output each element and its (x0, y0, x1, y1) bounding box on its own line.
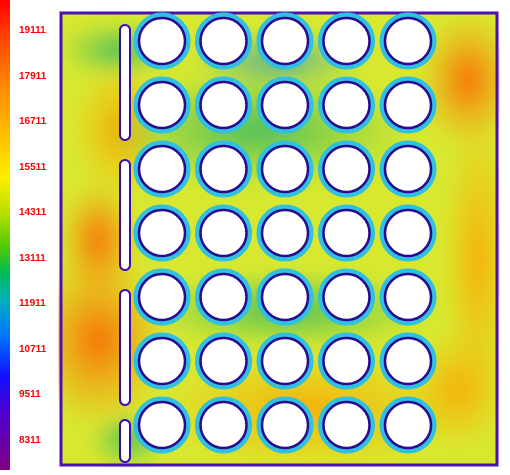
hole-halo (379, 204, 437, 262)
colorbar-tick-label: 13111 (19, 252, 46, 264)
hole (137, 208, 187, 258)
colorbar-tick-label: 11911 (19, 298, 46, 309)
colorbar-tick-label: 10711 (19, 343, 47, 355)
hole (260, 272, 310, 322)
hole (199, 144, 248, 194)
hole (199, 336, 248, 386)
slot (119, 24, 131, 141)
hole (199, 400, 248, 450)
hole (260, 336, 310, 386)
hole-halo (318, 140, 375, 198)
hole (383, 400, 433, 450)
colorbar-tick-label: 17911 (19, 70, 47, 82)
hole-halo (256, 268, 314, 326)
hole-halo (318, 204, 375, 262)
hole (260, 80, 310, 130)
hole-halo (379, 332, 437, 390)
hole (383, 272, 433, 322)
hole-halo (256, 140, 314, 198)
colorbar-tick-label: 8311 (19, 434, 41, 446)
slot (119, 289, 131, 406)
hole-halo (195, 268, 252, 326)
hole (260, 208, 310, 258)
plate-border (59, 11, 499, 467)
hole (199, 208, 248, 258)
hole (199, 80, 248, 130)
hole-halo (133, 140, 191, 198)
hole (322, 272, 371, 322)
hole (137, 272, 187, 322)
cooling-slots (119, 24, 131, 463)
hole (383, 208, 433, 258)
hole-halo (133, 332, 191, 390)
hole (137, 80, 187, 130)
hole (137, 144, 187, 194)
hole-halo (318, 268, 375, 326)
hole-halo (195, 140, 252, 198)
hole-halo (256, 396, 314, 454)
hole-halo (195, 396, 252, 454)
colorbar-tick-label: 15511 (19, 161, 47, 173)
thermal-field-plot (58, 10, 500, 468)
hole (260, 16, 310, 66)
hole (137, 16, 187, 66)
hole (322, 80, 371, 130)
hole-halo (133, 76, 191, 134)
hole-halo (318, 12, 375, 70)
hole-halo (195, 12, 252, 70)
hole-halo (318, 76, 375, 134)
slot (119, 159, 131, 271)
hole-halo (195, 76, 252, 134)
hole-halo (256, 76, 314, 134)
hole (260, 144, 310, 194)
hole-halo (318, 332, 375, 390)
hole-halo (318, 396, 375, 454)
hole (199, 272, 248, 322)
colorbar-tick-label: 19111 (19, 25, 46, 36)
colorbar-gradient (0, 0, 10, 470)
hole-halo (133, 204, 191, 262)
hole (260, 400, 310, 450)
hole-halo (256, 204, 314, 262)
hole-halo (133, 396, 191, 454)
hole (322, 400, 371, 450)
hole (322, 144, 371, 194)
hole (383, 80, 433, 130)
hole (137, 336, 187, 386)
colorbar-tick-label: 14311 (19, 207, 47, 218)
hole-halo (133, 268, 191, 326)
hole-halo (379, 12, 437, 70)
hole (137, 400, 187, 450)
hole (322, 336, 371, 386)
hole-grid (133, 12, 437, 454)
hole-halo (256, 332, 314, 390)
hole-halo (195, 204, 252, 262)
hole-halo (256, 12, 314, 70)
temperature-region (58, 180, 138, 300)
hole-halo (195, 332, 252, 390)
hole-halo (379, 140, 437, 198)
colorbar-tick-label: 9511 (19, 389, 41, 400)
hole (322, 16, 371, 66)
hole-halo (379, 76, 437, 134)
hole (383, 144, 433, 194)
hole-halo (133, 12, 191, 70)
hole (383, 16, 433, 66)
hole (199, 16, 248, 66)
hole-halo (379, 268, 437, 326)
hole (383, 336, 433, 386)
hole-halo (379, 396, 437, 454)
hole (322, 208, 371, 258)
slot (119, 419, 131, 463)
colorbar-tick-label: 16711 (19, 116, 47, 127)
